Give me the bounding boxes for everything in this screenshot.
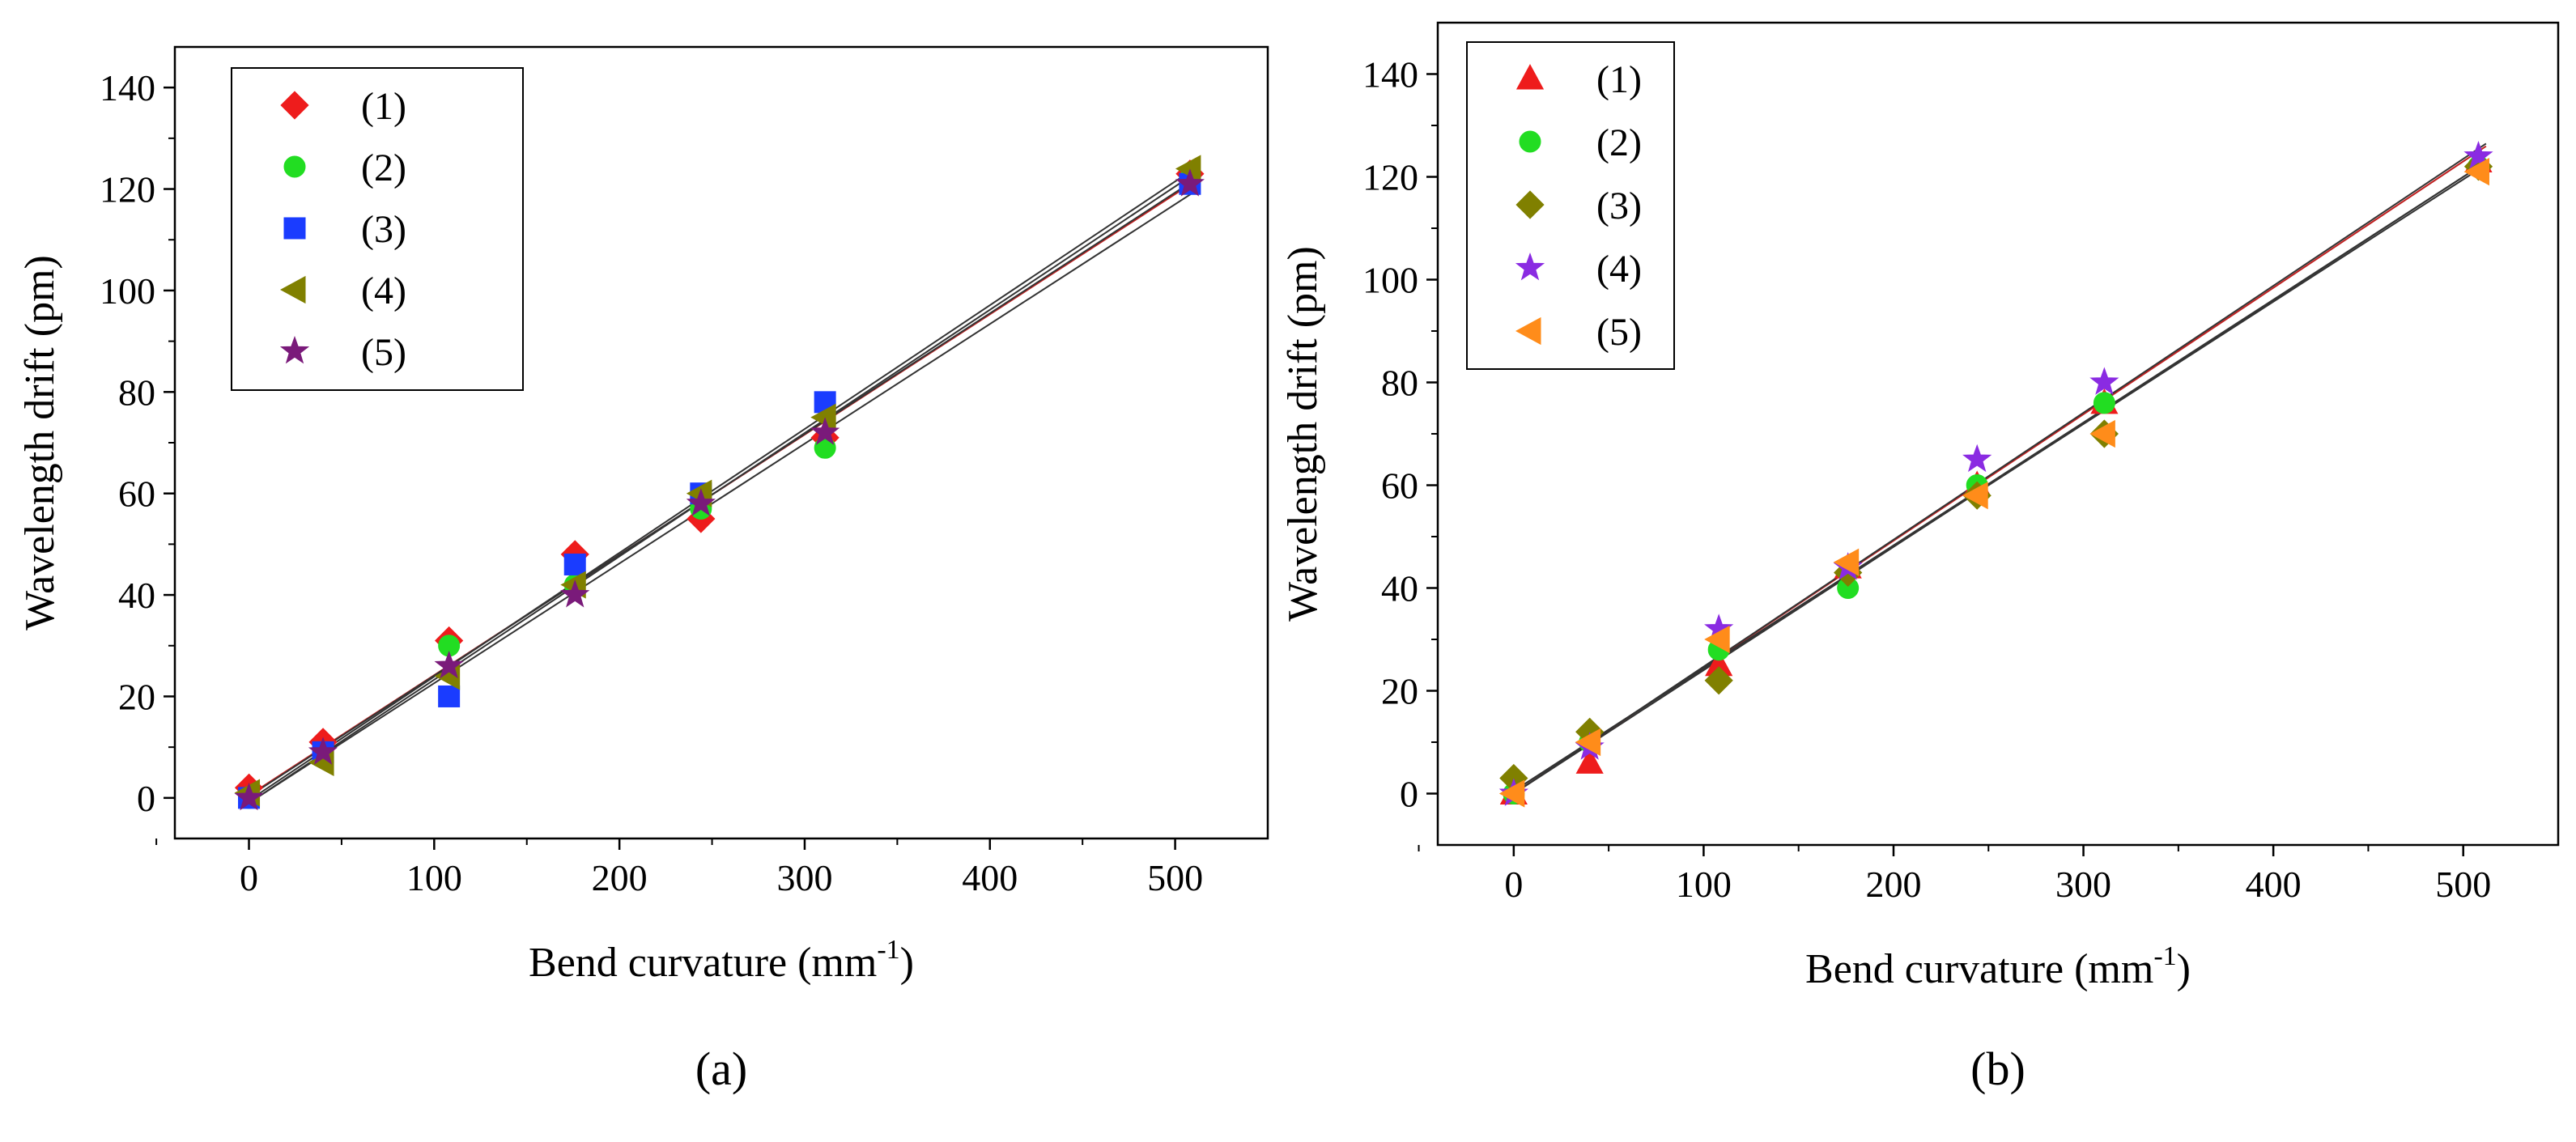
data-point	[2089, 419, 2115, 448]
x-tick-label: 200	[592, 857, 648, 898]
y-tick-label: 40	[118, 575, 155, 616]
y-tick-label: 140	[1362, 54, 1418, 96]
data-point	[1575, 728, 1601, 757]
series-5	[234, 168, 1205, 811]
x-axis-label-text: Bend curvature (mm	[529, 940, 877, 986]
data-point	[234, 782, 264, 811]
y-tick-label: 20	[118, 676, 155, 717]
legend-label: (4)	[1596, 248, 1642, 291]
x-axis-label: Bend curvature (mm-1)	[1805, 941, 2191, 992]
y-tick-label: 20	[1381, 671, 1418, 712]
x-tick-label: 500	[1147, 857, 1203, 898]
panel-label: (a)	[695, 1042, 747, 1095]
series-5	[1498, 158, 2489, 808]
data-point	[438, 685, 461, 707]
y-tick-label: 100	[1362, 260, 1418, 301]
y-axis-label: Wavelength drift (pm)	[1280, 246, 1326, 622]
data-point	[1175, 168, 1205, 197]
data-point	[686, 488, 716, 516]
legend-label: (5)	[361, 331, 406, 374]
legend-box	[231, 67, 524, 391]
data-point	[1498, 779, 1525, 808]
data-point	[1704, 666, 1733, 695]
x-tick-label: 500	[2435, 864, 2491, 905]
x-axis-label-superscript: -1	[877, 935, 899, 965]
legend-label: (1)	[1596, 58, 1642, 101]
fit-line	[244, 171, 1198, 806]
x-tick-label: 300	[776, 857, 832, 898]
y-tick-label: 80	[1381, 363, 1418, 404]
data-point	[1704, 625, 1730, 654]
x-axis-label-suffix: )	[2177, 946, 2191, 992]
panel-label: (b)	[1970, 1042, 2026, 1095]
legend: (1) (2) (3) (4) (5)	[231, 67, 524, 391]
x-tick-label: 0	[1504, 864, 1523, 905]
x-axis-label-superscript: -1	[2153, 941, 2176, 971]
legend-marker	[1515, 252, 1545, 281]
x-tick-label: 100	[1676, 864, 1732, 905]
legend-marker	[1515, 64, 1545, 90]
legend-marker	[1515, 190, 1545, 219]
legend-label: (4)	[361, 270, 406, 312]
legend-box	[1466, 41, 1675, 370]
y-tick-label: 120	[1362, 157, 1418, 198]
data-point	[2463, 141, 2493, 169]
legend-marker	[279, 335, 310, 364]
y-axis-label: Wavelength drift (pm)	[17, 255, 63, 630]
legend-marker	[1515, 316, 1541, 346]
legend-marker	[280, 275, 306, 304]
fit-line	[244, 189, 1198, 806]
data-point	[1833, 548, 1860, 576]
data-point	[1575, 748, 1604, 774]
x-tick-label: 300	[2055, 864, 2111, 905]
x-tick-label: 100	[406, 857, 462, 898]
y-tick-label: 0	[1400, 774, 1418, 815]
data-point	[1962, 444, 1992, 473]
legend-label: (3)	[361, 208, 406, 251]
legend-label: (2)	[361, 146, 406, 189]
legend: (1) (2) (3) (4) (5)	[1466, 41, 1675, 370]
legend-label: (5)	[1596, 311, 1642, 354]
legend-label: (2)	[1596, 121, 1642, 164]
x-axis-label: Bend curvature (mm-1)	[529, 935, 914, 986]
y-tick-label: 40	[1381, 568, 1418, 609]
x-axis-label-suffix: )	[900, 940, 914, 986]
y-tick-label: 140	[100, 67, 155, 108]
x-tick-label: 0	[240, 857, 258, 898]
legend-label: (3)	[1596, 185, 1642, 227]
panel-b: 0 100 200 300 400 500 0 20 40 60 80 100 120 140 Bend c…	[1280, 21, 2560, 1095]
legend-marker	[1519, 130, 1541, 153]
panel-a: 0 100 200 300 400 500 0 20 40 60 80 100 120 140 Bend c…	[17, 45, 1269, 1095]
data-point	[308, 737, 338, 765]
y-tick-label: 0	[137, 778, 155, 819]
data-point	[1962, 482, 1988, 510]
x-tick-label: 400	[2246, 864, 2302, 905]
x-tick-label: 400	[962, 857, 1018, 898]
fit-line	[244, 165, 1198, 804]
data-point	[810, 417, 840, 445]
data-point	[434, 650, 464, 679]
x-tick-label: 200	[1865, 864, 1921, 905]
y-tick-label: 100	[100, 270, 155, 312]
data-point	[2089, 367, 2119, 395]
legend-marker	[280, 91, 309, 120]
y-tick-label: 80	[118, 371, 155, 413]
data-point	[2463, 158, 2489, 186]
legend-marker	[283, 217, 306, 240]
y-tick-label: 60	[1381, 465, 1418, 507]
y-tick-label: 120	[100, 169, 155, 210]
data-point	[560, 579, 590, 608]
data-point	[2093, 392, 2115, 414]
x-axis-label-text: Bend curvature (mm	[1805, 946, 2153, 992]
legend-label: (1)	[361, 85, 406, 128]
data-point	[563, 553, 586, 575]
fit-line	[1509, 142, 2487, 797]
fit-line	[1509, 163, 2487, 795]
y-tick-label: 60	[118, 473, 155, 515]
legend-marker	[283, 155, 306, 178]
